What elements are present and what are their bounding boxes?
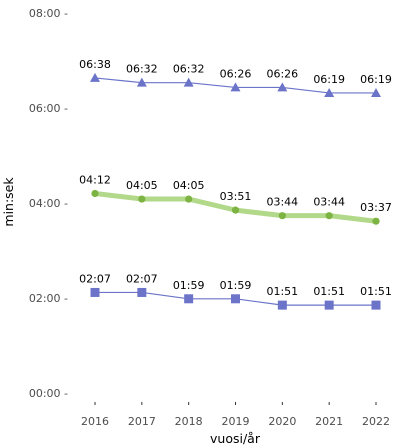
triangle-marker <box>90 72 100 82</box>
data-label: 06:32 <box>126 63 158 76</box>
x-tick-label: 2022 <box>362 415 390 428</box>
data-label: 01:59 <box>220 279 252 292</box>
x-tick-label: 2019 <box>222 415 250 428</box>
data-label: 03:44 <box>313 196 345 209</box>
triangle-marker <box>136 77 147 87</box>
triangle-marker <box>324 87 335 97</box>
circle-marker <box>138 195 146 203</box>
data-label: 03:37 <box>360 201 392 214</box>
y-tick-label: 02:00 - <box>29 292 68 305</box>
data-label: 04:05 <box>126 179 158 192</box>
triangle-marker <box>371 87 381 97</box>
data-label: 06:19 <box>313 73 345 86</box>
series-square: 02:07 02:07 01:59 01:59 01:51 01:51 01:51 <box>79 272 392 310</box>
data-label: 03:44 <box>266 196 298 209</box>
y-tick-label: 08:00 - <box>29 7 68 20</box>
data-label: 06:19 <box>360 73 392 86</box>
x-tick-label: 2021 <box>315 415 343 428</box>
series-triangle: 06:38 06:32 06:32 06:26 06:26 06:19 06:19 <box>79 58 392 97</box>
circle-marker <box>325 212 333 220</box>
square-marker <box>137 287 147 297</box>
square-marker <box>90 287 100 297</box>
circle-marker <box>231 206 240 214</box>
square-marker <box>371 300 381 310</box>
triangle-marker <box>277 82 288 92</box>
x-axis-title: vuosi/år <box>210 431 261 446</box>
x-tick-label: 2018 <box>175 415 203 428</box>
data-label: 06:38 <box>79 58 111 71</box>
data-label: 01:51 <box>266 285 298 298</box>
data-label: 02:07 <box>126 272 158 285</box>
square-marker <box>231 294 240 304</box>
data-label: 01:51 <box>360 285 392 298</box>
data-label: 06:32 <box>173 63 205 76</box>
data-label: 02:07 <box>79 272 111 285</box>
y-axis: 00:00 - 02:00 - 04:00 - 06:00 - 08:00 - <box>29 7 68 400</box>
data-label: 03:51 <box>220 190 252 203</box>
series-circle: 04:12 04:05 04:05 03:51 03:44 03:44 03:37 <box>79 174 392 225</box>
data-label: 01:59 <box>173 279 205 292</box>
series-layer: 06:38 06:32 06:32 06:26 06:26 06:19 06:19 04:12… <box>79 58 392 310</box>
circle-marker <box>372 217 380 225</box>
data-label: 04:12 <box>79 174 111 187</box>
y-tick-label: 00:00 - <box>29 387 68 400</box>
x-axis: 2016 2017 2018 2019 2020 2021 2022 <box>81 402 390 428</box>
square-marker <box>324 300 334 310</box>
y-tick-label: 04:00 - <box>29 197 68 210</box>
x-tick-label: 2020 <box>268 415 296 428</box>
square-marker <box>277 300 287 310</box>
y-tick-label: 06:00 - <box>29 102 68 115</box>
triangle-marker <box>230 82 241 92</box>
circle-marker <box>185 195 193 203</box>
data-label: 06:26 <box>266 67 298 80</box>
circle-marker <box>91 189 99 198</box>
y-axis-title: min:sek <box>1 177 16 227</box>
square-marker <box>184 294 194 304</box>
x-tick-label: 2016 <box>81 415 109 428</box>
data-label: 01:51 <box>313 285 345 298</box>
triangle-marker <box>183 77 194 87</box>
data-label: 04:05 <box>173 179 205 192</box>
x-tick-label: 2017 <box>128 415 156 428</box>
circle-marker <box>278 212 286 220</box>
data-label: 06:26 <box>220 67 252 80</box>
